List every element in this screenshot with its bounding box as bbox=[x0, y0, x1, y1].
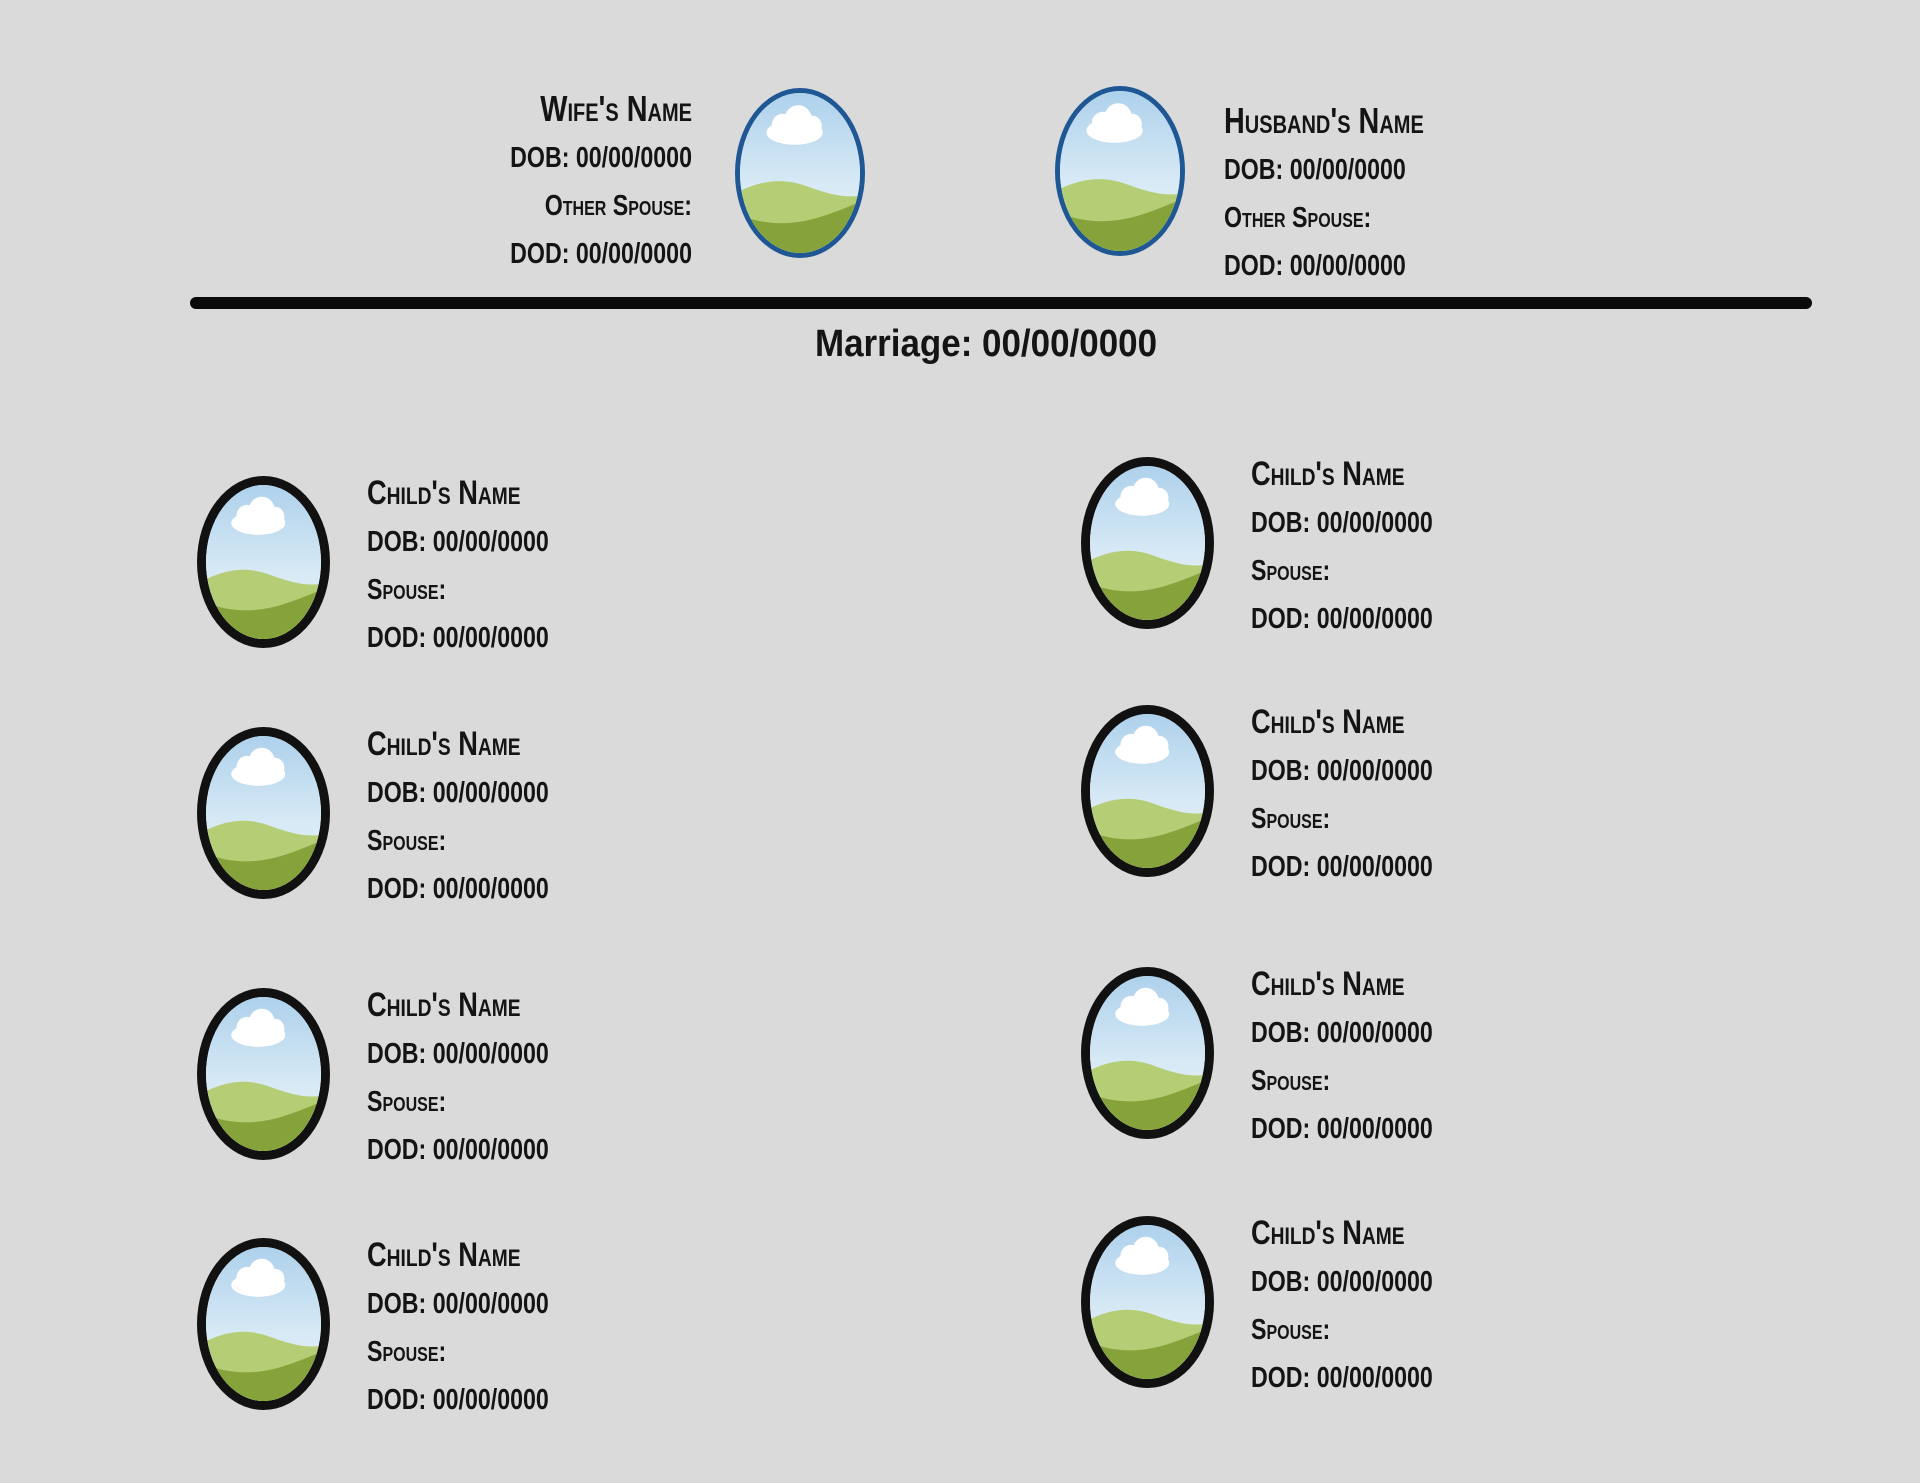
child-photo-placeholder bbox=[1081, 967, 1214, 1139]
child-entry: Child's Name DOB: 00/00/0000 Spouse: DOD… bbox=[1081, 965, 1581, 1167]
child-spouse: Spouse: bbox=[1251, 1065, 1331, 1097]
child-dob: DOB: 00/00/0000 bbox=[367, 1288, 549, 1320]
landscape-photo-icon bbox=[206, 997, 321, 1151]
child-info: Child's Name DOB: 00/00/0000 Spouse: DOD… bbox=[367, 719, 549, 913]
child-name: Child's Name bbox=[367, 986, 521, 1024]
landscape-photo-icon bbox=[1090, 466, 1205, 620]
wife-photo-placeholder bbox=[735, 88, 865, 258]
wife-dod: DOD: 00/00/0000 bbox=[510, 238, 692, 270]
child-info: Child's Name DOB: 00/00/0000 Spouse: DOD… bbox=[1251, 959, 1433, 1153]
child-info: Child's Name DOB: 00/00/0000 Spouse: DOD… bbox=[367, 980, 549, 1174]
husband-info: Husband's Name DOB: 00/00/0000 Other Spo… bbox=[1224, 96, 1424, 290]
child-entry: Child's Name DOB: 00/00/0000 Spouse: DOD… bbox=[197, 474, 697, 676]
child-dob: DOB: 00/00/0000 bbox=[1251, 1017, 1433, 1049]
child-photo-placeholder bbox=[197, 1238, 330, 1410]
child-dod: DOD: 00/00/0000 bbox=[367, 1134, 549, 1166]
child-spouse: Spouse: bbox=[367, 574, 447, 606]
child-spouse: Spouse: bbox=[367, 825, 447, 857]
child-dob: DOB: 00/00/0000 bbox=[1251, 755, 1433, 787]
husband-other-spouse: Other Spouse: bbox=[1224, 202, 1372, 234]
landscape-photo-icon bbox=[1090, 714, 1205, 868]
child-entry: Child's Name DOB: 00/00/0000 Spouse: DOD… bbox=[1081, 703, 1581, 905]
child-dob: DOB: 00/00/0000 bbox=[1251, 1266, 1433, 1298]
marriage-divider-line bbox=[190, 297, 1812, 309]
child-name: Child's Name bbox=[367, 725, 521, 763]
child-spouse: Spouse: bbox=[367, 1086, 447, 1118]
landscape-photo-icon bbox=[206, 736, 321, 890]
landscape-photo-icon bbox=[1090, 976, 1205, 1130]
landscape-photo-icon bbox=[206, 485, 321, 639]
wife-other-spouse: Other Spouse: bbox=[544, 190, 692, 222]
landscape-photo-icon bbox=[1060, 91, 1180, 251]
child-dod: DOD: 00/00/0000 bbox=[367, 622, 549, 654]
child-photo-placeholder bbox=[1081, 705, 1214, 877]
child-dob: DOB: 00/00/0000 bbox=[367, 777, 549, 809]
child-entry: Child's Name DOB: 00/00/0000 Spouse: DOD… bbox=[197, 1236, 697, 1438]
child-photo-placeholder bbox=[197, 727, 330, 899]
child-info: Child's Name DOB: 00/00/0000 Spouse: DOD… bbox=[367, 1230, 549, 1424]
child-photo-placeholder bbox=[1081, 457, 1214, 629]
child-entry: Child's Name DOB: 00/00/0000 Spouse: DOD… bbox=[1081, 455, 1581, 657]
child-name: Child's Name bbox=[367, 1236, 521, 1274]
child-spouse: Spouse: bbox=[1251, 555, 1331, 587]
child-dob: DOB: 00/00/0000 bbox=[367, 526, 549, 558]
child-entry: Child's Name DOB: 00/00/0000 Spouse: DOD… bbox=[1081, 1214, 1581, 1416]
child-info: Child's Name DOB: 00/00/0000 Spouse: DOD… bbox=[1251, 1208, 1433, 1402]
landscape-photo-icon bbox=[1090, 1225, 1205, 1379]
child-entry: Child's Name DOB: 00/00/0000 Spouse: DOD… bbox=[197, 986, 697, 1188]
husband-name: Husband's Name bbox=[1224, 100, 1424, 141]
child-dod: DOD: 00/00/0000 bbox=[367, 1384, 549, 1416]
child-dod: DOD: 00/00/0000 bbox=[1251, 1113, 1433, 1145]
child-photo-placeholder bbox=[1081, 1216, 1214, 1388]
child-spouse: Spouse: bbox=[367, 1336, 447, 1368]
child-name: Child's Name bbox=[1251, 1214, 1405, 1252]
child-entry: Child's Name DOB: 00/00/0000 Spouse: DOD… bbox=[197, 725, 697, 927]
landscape-photo-icon bbox=[206, 1247, 321, 1401]
child-dod: DOD: 00/00/0000 bbox=[1251, 603, 1433, 635]
child-name: Child's Name bbox=[1251, 455, 1405, 493]
husband-dob: DOB: 00/00/0000 bbox=[1224, 154, 1406, 186]
wife-name: Wife's Name bbox=[540, 88, 692, 129]
child-spouse: Spouse: bbox=[1251, 803, 1331, 835]
marriage-date: Marriage: 00/00/0000 bbox=[814, 323, 1158, 365]
child-photo-placeholder bbox=[197, 476, 330, 648]
wife-dob: DOB: 00/00/0000 bbox=[510, 142, 692, 174]
child-dod: DOD: 00/00/0000 bbox=[1251, 851, 1433, 883]
husband-dod: DOD: 00/00/0000 bbox=[1224, 250, 1406, 282]
child-spouse: Spouse: bbox=[1251, 1314, 1331, 1346]
child-info: Child's Name DOB: 00/00/0000 Spouse: DOD… bbox=[1251, 449, 1433, 643]
landscape-photo-icon bbox=[740, 93, 860, 253]
child-photo-placeholder bbox=[197, 988, 330, 1160]
child-name: Child's Name bbox=[367, 474, 521, 512]
child-dod: DOD: 00/00/0000 bbox=[367, 873, 549, 905]
child-dob: DOB: 00/00/0000 bbox=[367, 1038, 549, 1070]
husband-photo-placeholder bbox=[1055, 86, 1185, 256]
child-dob: DOB: 00/00/0000 bbox=[1251, 507, 1433, 539]
wife-info: Wife's Name DOB: 00/00/0000 Other Spouse… bbox=[346, 84, 692, 278]
child-name: Child's Name bbox=[1251, 965, 1405, 1003]
child-dod: DOD: 00/00/0000 bbox=[1251, 1362, 1433, 1394]
child-info: Child's Name DOB: 00/00/0000 Spouse: DOD… bbox=[367, 468, 549, 662]
child-name: Child's Name bbox=[1251, 703, 1405, 741]
child-info: Child's Name DOB: 00/00/0000 Spouse: DOD… bbox=[1251, 697, 1433, 891]
